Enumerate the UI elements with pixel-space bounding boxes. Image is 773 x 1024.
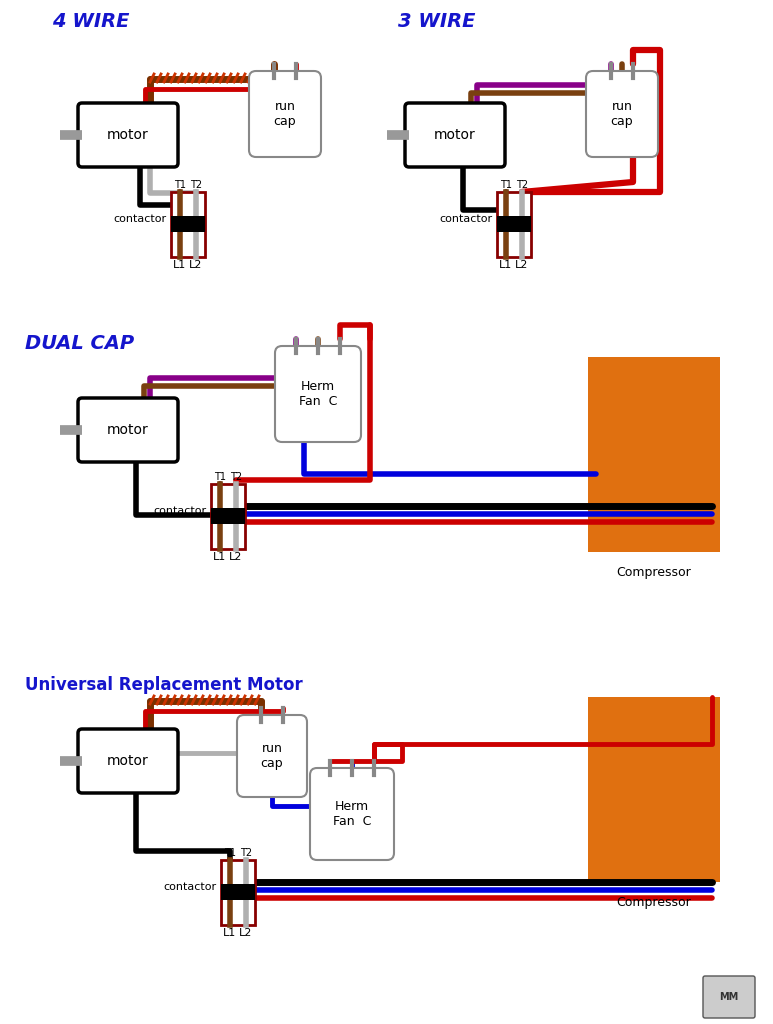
Text: L2: L2 [240, 928, 253, 938]
FancyBboxPatch shape [78, 398, 178, 462]
Text: contactor: contactor [439, 214, 492, 224]
Text: contactor: contactor [153, 506, 206, 516]
Text: Compressor: Compressor [617, 566, 691, 579]
Bar [221, 884, 255, 900]
Text: run
cap: run cap [611, 100, 633, 128]
Bar [211, 508, 245, 524]
Bar [588, 357, 720, 552]
Text: T1: T1 [174, 180, 186, 190]
FancyBboxPatch shape [310, 768, 394, 860]
Text: L2: L2 [516, 260, 529, 270]
FancyBboxPatch shape [237, 715, 307, 797]
Text: L1: L1 [223, 928, 237, 938]
FancyBboxPatch shape [78, 103, 178, 167]
Text: run
cap: run cap [261, 742, 284, 770]
Bar [221, 859, 255, 925]
Text: T1: T1 [224, 848, 236, 858]
Bar [497, 216, 531, 232]
Text: T2: T2 [240, 848, 252, 858]
Text: contactor: contactor [113, 214, 166, 224]
Bar [588, 697, 720, 882]
Text: T1: T1 [214, 472, 226, 482]
FancyBboxPatch shape [249, 71, 321, 157]
Text: T1: T1 [500, 180, 512, 190]
Text: Compressor: Compressor [617, 896, 691, 909]
Bar [211, 483, 245, 549]
Text: 3 WIRE: 3 WIRE [398, 12, 475, 31]
Text: Herm
Fan  C: Herm Fan C [299, 380, 337, 408]
Text: L2: L2 [230, 552, 243, 562]
Text: Universal Replacement Motor: Universal Replacement Motor [25, 676, 303, 694]
Bar [497, 191, 531, 256]
FancyBboxPatch shape [78, 729, 178, 793]
Text: run
cap: run cap [274, 100, 296, 128]
Text: contactor: contactor [163, 882, 216, 892]
FancyBboxPatch shape [586, 71, 658, 157]
FancyBboxPatch shape [405, 103, 505, 167]
Bar [171, 216, 205, 232]
Text: L1: L1 [213, 552, 226, 562]
Text: 4 WIRE: 4 WIRE [52, 12, 130, 31]
FancyBboxPatch shape [703, 976, 755, 1018]
Text: motor: motor [434, 128, 476, 142]
Text: L1: L1 [499, 260, 512, 270]
Text: motor: motor [107, 423, 149, 437]
Text: T2: T2 [230, 472, 242, 482]
Text: motor: motor [107, 128, 149, 142]
Text: DUAL CAP: DUAL CAP [25, 334, 135, 353]
Text: Herm
Fan  C: Herm Fan C [333, 800, 371, 828]
Bar [171, 191, 205, 256]
Text: T2: T2 [190, 180, 202, 190]
FancyBboxPatch shape [275, 346, 361, 442]
Text: L2: L2 [189, 260, 203, 270]
Text: T2: T2 [516, 180, 528, 190]
Text: motor: motor [107, 754, 149, 768]
Text: MM: MM [720, 992, 739, 1002]
Text: L1: L1 [173, 260, 186, 270]
